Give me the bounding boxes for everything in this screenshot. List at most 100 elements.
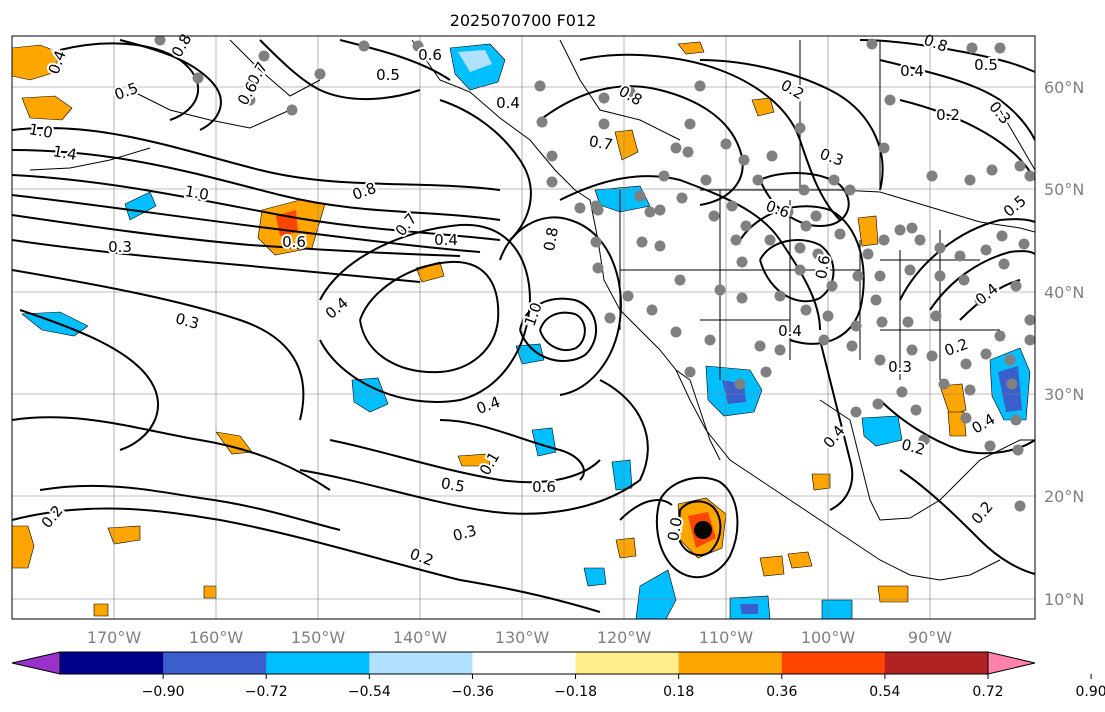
contour-label: 0.5 [974, 56, 998, 74]
lat-lon-grid [12, 36, 1035, 619]
station-dot [906, 344, 918, 356]
contour-label: 1.0 [28, 120, 55, 142]
station-dot [878, 234, 890, 246]
station-dot [700, 174, 712, 186]
station-dot [798, 184, 810, 196]
station-dot [574, 202, 586, 214]
station-dot [874, 270, 886, 282]
station-dot [822, 310, 834, 322]
station-dot [764, 234, 776, 246]
station-dot [546, 176, 558, 188]
station-dot [996, 230, 1008, 242]
station-dot [782, 206, 794, 218]
contour-label: 0.5 [376, 66, 400, 84]
station-dot [966, 42, 978, 54]
station-dot [828, 174, 840, 186]
station-dot [598, 92, 610, 104]
latitude-label: 60°N [1044, 78, 1084, 97]
station-dot [590, 200, 602, 212]
station-dot [884, 94, 896, 106]
latitude-label: 50°N [1044, 180, 1084, 199]
figure-title: 2025070700 F012 [450, 11, 597, 30]
colorbar-segment [781, 652, 886, 674]
station-dot [994, 42, 1006, 54]
station-dot [910, 404, 922, 416]
contour-label: 0.5 [440, 474, 467, 496]
contour-label-halo: 0.6 [282, 233, 306, 251]
contour-label-halo: 0.5 [974, 56, 998, 74]
station-dot [794, 242, 806, 254]
station-dot [852, 270, 864, 282]
colorbar-tick-label: 0.18 [663, 684, 694, 700]
station-dot [958, 274, 970, 286]
station-dot [826, 280, 838, 292]
contour-label-halo: 0.2 [936, 106, 960, 124]
station-dot [670, 326, 682, 338]
contour-label: 1.4 [52, 142, 79, 164]
station-dot [1024, 314, 1035, 326]
station-dot [766, 150, 778, 162]
station-dot [960, 412, 972, 424]
station-dot [752, 174, 764, 186]
contour-label: 0.4 [434, 231, 458, 249]
station-dot [984, 440, 996, 452]
station-dot [896, 386, 908, 398]
station-dot [800, 220, 812, 232]
station-dot [994, 330, 1006, 342]
station-dot [934, 242, 946, 254]
station-dot [720, 138, 732, 150]
station-dot [850, 320, 862, 332]
station-dot [736, 292, 748, 304]
station-dot [926, 170, 938, 182]
latitude-label: 30°N [1044, 385, 1084, 404]
colorbar-tick-label: −0.54 [348, 684, 391, 700]
longitude-label: 120°W [597, 628, 652, 647]
colorbar-tick-label: −0.72 [245, 684, 288, 700]
station-dot [894, 224, 906, 236]
station-dot [590, 236, 602, 248]
station-dot [670, 142, 682, 154]
longitude-label: 90°W [908, 628, 952, 647]
contour-labels: 0.40.40.80.80.50.50.60.60.70.70.60.60.50… [26, 29, 1032, 572]
station-dot [654, 204, 666, 216]
station-dot [708, 210, 720, 222]
contour-label-halo: 0.3 [888, 358, 912, 376]
station-dot [286, 104, 298, 116]
station-dot [636, 236, 648, 248]
station-dot [684, 118, 696, 130]
longitude-label: 100°W [801, 628, 856, 647]
longitude-label: 140°W [393, 628, 448, 647]
station-dot [934, 270, 946, 282]
latitude-axis-labels: 60°N 50°N 40°N 30°N 20°N 10°N [1044, 78, 1084, 609]
station-dot [358, 40, 370, 52]
contour-label-halo: 0.5 [376, 66, 400, 84]
station-dot [624, 86, 636, 98]
station-dot [874, 354, 886, 366]
contour-label: 0.6 [532, 478, 556, 496]
station-dot [960, 358, 972, 370]
station-dot [1018, 238, 1030, 250]
contour-label: 1.0 [184, 182, 211, 204]
contour-label: 0.3 [173, 309, 201, 333]
station-dot [646, 304, 658, 316]
station-dots [154, 36, 1035, 512]
station-dot [810, 210, 822, 222]
station-dot [1006, 378, 1018, 390]
station-dot [998, 258, 1010, 270]
station-dot [592, 262, 604, 274]
station-dot [850, 406, 862, 418]
station-dot [964, 174, 976, 186]
colorbar-tick-label: −0.18 [554, 684, 597, 700]
station-dot [622, 290, 634, 302]
colorbar-segment [472, 652, 577, 674]
longitude-label: 150°W [291, 628, 346, 647]
contour-label-halo: 0.4 [900, 62, 924, 80]
colorbar-tick-label: 0.90 [1076, 684, 1105, 700]
station-dot [914, 234, 926, 246]
contour-label-halo: 0.4 [496, 94, 520, 112]
contour-label: 0.3 [888, 358, 912, 376]
station-dot [846, 340, 858, 352]
contour-label: 0.4 [900, 62, 924, 80]
station-dot [964, 384, 976, 396]
